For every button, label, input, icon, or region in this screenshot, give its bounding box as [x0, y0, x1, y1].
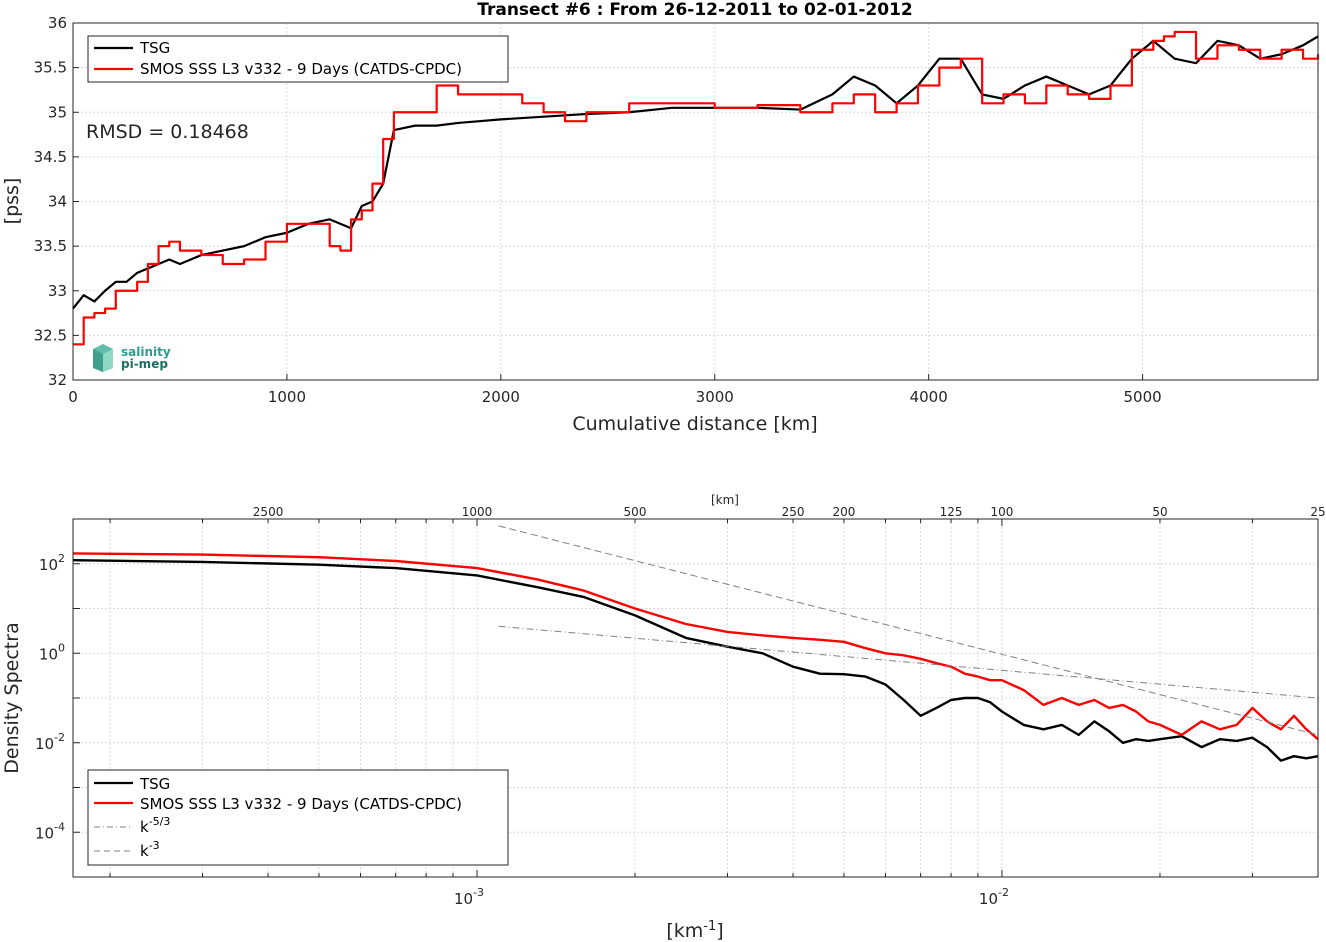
top-tick-label: 50 [1152, 505, 1167, 519]
legend-entry-k53: k-5/3 [140, 815, 170, 836]
y-tick-label: 32.5 [34, 326, 67, 344]
x-axis-label: [km-1] [666, 919, 723, 942]
y-tick-label: 33 [48, 282, 67, 300]
y-tick-label: 10-4 [35, 820, 65, 842]
y-tick-label: 34 [48, 193, 67, 211]
x-tick-label: 1000 [268, 388, 306, 406]
x-tick-label: 5000 [1123, 388, 1161, 406]
legend-entry-tsg: TSG [139, 775, 170, 793]
legend: TSG SMOS SSS L3 v332 - 9 Days (CATDS-CPD… [87, 35, 509, 83]
y-axis-label: [pss] [1, 178, 23, 225]
y-tick-label: 34.5 [34, 148, 67, 166]
series-line-1 [72, 552, 1319, 741]
top-tick-label: 25 [1310, 505, 1325, 519]
svg-text:pi-mep: pi-mep [121, 357, 168, 371]
legend-entry-smos: SMOS SSS L3 v332 - 9 Days (CATDS-CPDC) [140, 795, 462, 813]
y-tick-label: 33.5 [34, 237, 67, 255]
x-tick-label: 3000 [696, 388, 734, 406]
y-tick-label: 100 [39, 641, 65, 663]
y-tick-label: 32 [48, 371, 67, 389]
x-axis-label: Cumulative distance [km] [572, 413, 817, 435]
y-tick-label: 35.5 [34, 59, 67, 77]
legend-box [87, 35, 509, 83]
series-line-3 [498, 525, 1319, 736]
x-tick-label: 4000 [910, 388, 948, 406]
x-tick-label: 2000 [482, 388, 520, 406]
top-axis-label: [km] [711, 493, 739, 507]
y-tick-label: 10-2 [35, 731, 65, 753]
series-line-2 [498, 625, 1319, 699]
legend-entry-tsg: TSG [139, 39, 170, 57]
legend-entry-smos: SMOS SSS L3 v332 - 9 Days (CATDS-CPDC) [140, 60, 462, 78]
top-tick-label: 2500 [253, 505, 284, 519]
series-line-0 [72, 559, 1319, 762]
x-tick-label: 10-2 [979, 886, 1009, 908]
top-tick-label: 500 [624, 505, 647, 519]
x-tick-label: 10-3 [454, 886, 484, 908]
top-tick-label: 125 [940, 505, 963, 519]
series-line-1 [73, 30, 1320, 346]
chart-title: Transect #6 : From 26-12-2011 to 02-01-2… [477, 0, 913, 20]
transect-chart: Transect #6 : From 26-12-2011 to 02-01-2… [1, 0, 1320, 435]
x-tick-label: 0 [68, 388, 78, 406]
y-tick-label: 102 [39, 552, 65, 574]
spectra-chart: 10-3 10-2 10-4 10-2 100 102 2500 1000 500 250 200 1… [1, 493, 1326, 942]
y-tick-label: 35 [48, 103, 67, 121]
top-tick-label: 100 [990, 505, 1013, 519]
salinity-pi-mep-logo: salinity pi-mep [93, 344, 171, 372]
rmsd-annotation: RMSD = 0.18468 [86, 121, 249, 143]
y-axis-label: Density Spectra [1, 622, 23, 773]
legend: TSG SMOS SSS L3 v332 - 9 Days (CATDS-CPD… [87, 769, 509, 866]
legend-box [87, 769, 509, 866]
svg-text:salinity: salinity [121, 345, 171, 359]
legend-entry-k3: k-3 [140, 839, 160, 860]
y-tick-label: 36 [48, 14, 67, 32]
top-tick-label: 1000 [462, 505, 493, 519]
top-tick-label: 250 [782, 505, 805, 519]
top-tick-label: 200 [832, 505, 855, 519]
